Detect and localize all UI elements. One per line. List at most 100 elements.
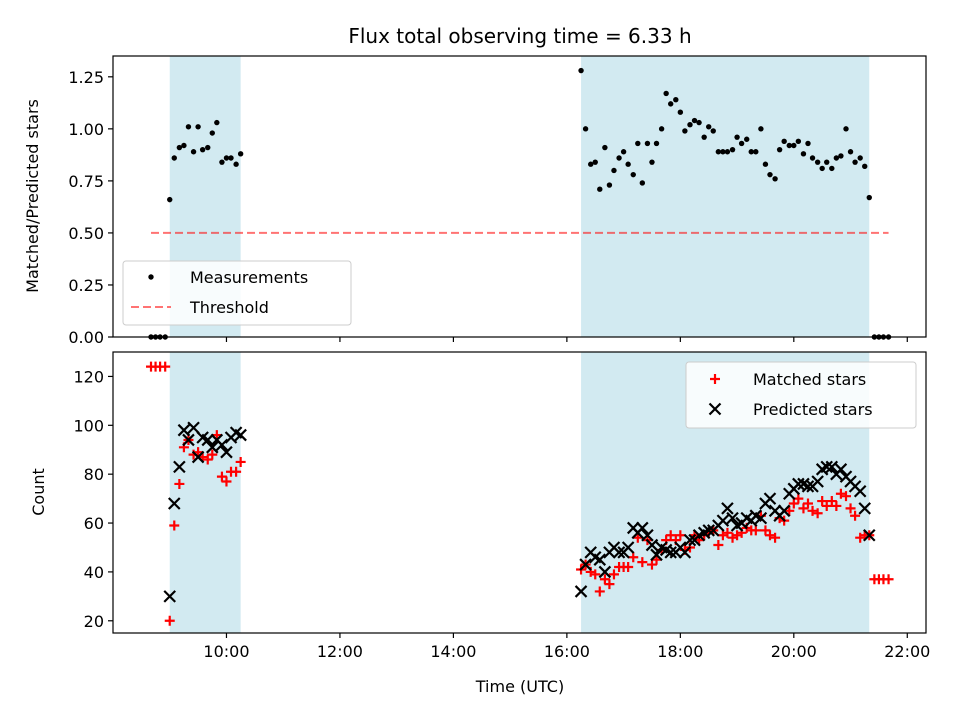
data-point (834, 463, 848, 476)
data-point (857, 155, 863, 161)
data-point (853, 485, 867, 498)
data-point (621, 541, 635, 554)
y-tick-label: 0.25 (68, 276, 104, 295)
data-point (628, 552, 639, 563)
legend: Matched stars Predicted stars (685, 361, 917, 429)
legend-label: Predicted stars (753, 400, 873, 419)
x-tick-label: 22:00 (884, 642, 930, 661)
data-point (678, 546, 692, 559)
data-point (653, 140, 660, 147)
data-point (706, 124, 712, 130)
data-point (675, 530, 686, 541)
data-point (763, 492, 777, 505)
data-point (602, 144, 608, 151)
y-tick-label: 100 (73, 416, 104, 435)
data-point (722, 527, 733, 538)
data-point (826, 496, 837, 507)
data-point (641, 528, 654, 542)
data-point (820, 460, 833, 474)
data-point (612, 546, 626, 559)
data-point (169, 520, 180, 531)
data-point (163, 590, 177, 603)
data-point (798, 503, 809, 514)
data-point (683, 533, 697, 547)
x-tick-label: 12:00 (317, 642, 363, 661)
data-point (594, 586, 605, 597)
x-tick-label: 20:00 (771, 642, 817, 661)
x-tick-label: 14:00 (430, 642, 476, 661)
data-point (795, 138, 802, 145)
data-point (777, 504, 791, 518)
data-point (237, 151, 244, 157)
axes-frame (112, 55, 927, 338)
data-point (228, 155, 234, 161)
data-point (800, 151, 807, 157)
data-point (616, 155, 622, 161)
data-point (234, 428, 247, 442)
data-point (665, 530, 676, 541)
data-point (206, 441, 219, 454)
data-point (588, 161, 594, 167)
data-point (182, 433, 195, 447)
top-panel: 0.00 0.25 0.50 0.75 1.00 1.25 Measurements Thre… (68, 55, 927, 347)
data-point (715, 149, 722, 155)
data-point (807, 505, 818, 516)
data-point (835, 488, 846, 499)
data-point (862, 163, 868, 170)
data-point (216, 471, 227, 482)
data-point (814, 159, 821, 165)
data-point (770, 532, 781, 543)
data-point (221, 476, 232, 487)
data-point (862, 528, 876, 542)
data-point (630, 171, 636, 178)
data-point (181, 142, 187, 149)
data-point (639, 180, 646, 186)
data-point (579, 558, 592, 571)
data-point (845, 503, 856, 514)
data-point (805, 140, 811, 147)
legend-box (685, 361, 917, 429)
data-point (788, 498, 799, 509)
data-point (578, 67, 584, 74)
legend: Measurements Threshold (122, 260, 352, 326)
data-point (701, 134, 707, 140)
data-point (809, 155, 816, 161)
data-point (696, 119, 702, 126)
data-point (866, 194, 872, 201)
data-point (677, 109, 684, 115)
data-point (802, 498, 813, 509)
data-point (786, 142, 792, 149)
data-point (784, 505, 795, 516)
data-point (812, 508, 823, 519)
y-tick-label: 20 (84, 612, 104, 631)
data-point (195, 124, 201, 130)
data-point (772, 176, 778, 182)
data-point (597, 186, 603, 192)
data-point (764, 530, 775, 541)
chart-title: Flux total observing time = 6.33 h (348, 24, 691, 48)
data-point (744, 136, 750, 142)
series-predicted-stars (163, 421, 876, 603)
data-point (201, 433, 215, 447)
data-point (817, 496, 828, 507)
data-point (598, 565, 612, 579)
data-point (235, 456, 246, 467)
legend-marker-plus (710, 374, 720, 384)
data-point (574, 585, 588, 598)
data-point (593, 553, 607, 566)
data-point (754, 511, 768, 525)
data-point (829, 165, 835, 172)
y-tick-label: 60 (84, 514, 104, 533)
data-point (824, 159, 830, 165)
data-point (687, 121, 693, 128)
data-point (781, 138, 787, 145)
x-tick-label: 10:00 (203, 642, 249, 661)
data-point (635, 140, 641, 147)
data-point (167, 497, 181, 510)
data-point (199, 146, 206, 153)
data-point (185, 124, 192, 130)
data-point (636, 521, 649, 535)
legend-marker-dot (148, 274, 154, 280)
data-point (776, 146, 783, 153)
data-point (604, 579, 615, 590)
